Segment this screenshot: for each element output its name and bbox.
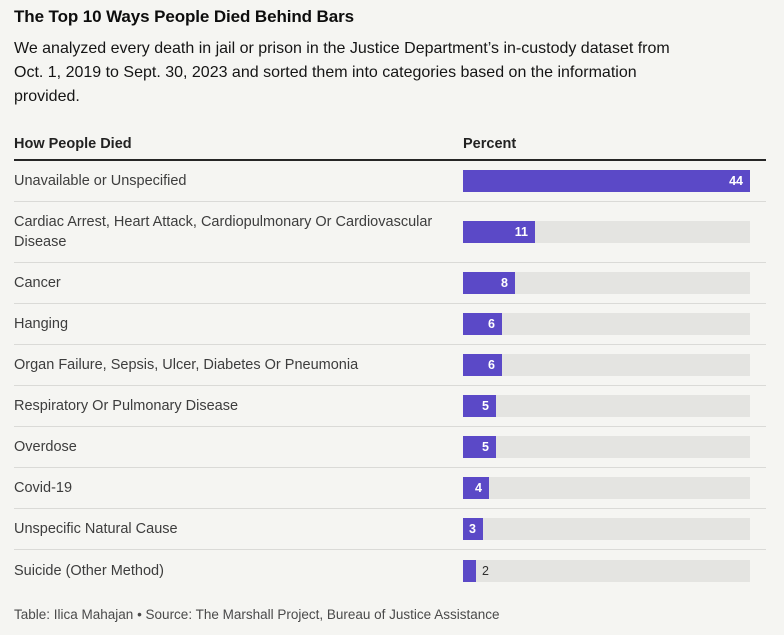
subtitle-line: provided. xyxy=(14,88,80,105)
bar-track: 5 xyxy=(463,436,750,458)
category-label: Unspecific Natural Cause xyxy=(14,521,178,537)
category-label: Covid-19 xyxy=(14,480,73,496)
bar-cell: 5 xyxy=(463,436,766,458)
bar-value-label: 44 xyxy=(729,174,743,188)
subtitle-line: We analyzed every death in jail or priso… xyxy=(14,40,670,57)
category-label: Respiratory Or Pulmonary Disease xyxy=(14,398,239,414)
bar-cell: 5 xyxy=(463,395,766,417)
bar-track: 44 xyxy=(463,170,750,192)
category-label: Unavailable or Unspecified xyxy=(14,173,187,189)
bar-cell: 44 xyxy=(463,170,766,192)
category-label: Hanging xyxy=(14,316,69,332)
bar-value-label: 2 xyxy=(482,563,489,578)
table-header-row: How People Died Percent xyxy=(14,136,766,161)
bar-fill: 6 xyxy=(463,354,502,376)
bar-fill: 8 xyxy=(463,272,515,294)
category-label: Organ Failure, Sepsis, Ulcer, Diabetes O… xyxy=(14,357,359,373)
bar-fill: 6 xyxy=(463,313,502,335)
category-label: Cardiac Arrest, Heart Attack, Cardiopulm… xyxy=(14,214,433,250)
bar-track: 11 xyxy=(463,221,750,243)
bar-value-label: 4 xyxy=(475,481,482,495)
bar-value-label: 3 xyxy=(469,522,476,536)
bar-track: 3 xyxy=(463,518,750,540)
bar-track: 5 xyxy=(463,395,750,417)
table-row: Hanging 6 xyxy=(14,304,766,345)
bar-fill xyxy=(463,559,476,582)
bar-cell: 3 xyxy=(463,518,766,540)
column-header-category: How People Died xyxy=(14,136,132,152)
bar-fill: 4 xyxy=(463,477,489,499)
bar-value-label: 5 xyxy=(482,399,489,413)
table-row: Unavailable or Unspecified 44 xyxy=(14,161,766,202)
bar-cell: 4 xyxy=(463,477,766,499)
bar-cell: 11 xyxy=(463,221,766,243)
bar-cell: 6 xyxy=(463,354,766,376)
bar-cell: 6 xyxy=(463,313,766,335)
bar-track: 2 xyxy=(463,559,750,582)
category-label: Overdose xyxy=(14,439,77,455)
table-row: Overdose 5 xyxy=(14,427,766,468)
bar-value-label: 6 xyxy=(488,317,495,331)
bar-fill: 44 xyxy=(463,170,750,192)
category-label: Cancer xyxy=(14,275,61,291)
footer-credit: Table: Ilica Mahajan • Source: The Marsh… xyxy=(14,607,500,622)
table-row: Cancer 8 xyxy=(14,263,766,304)
bar-value-label: 5 xyxy=(482,440,489,454)
bar-cell: 2 xyxy=(463,559,766,582)
bar-fill: 5 xyxy=(463,395,496,417)
bar-cell: 8 xyxy=(463,272,766,294)
table-row: Unspecific Natural Cause 3 xyxy=(14,509,766,550)
table-row: Organ Failure, Sepsis, Ulcer, Diabetes O… xyxy=(14,345,766,386)
column-header-percent: Percent xyxy=(463,136,517,152)
chart-subtitle: We analyzed every death in jail or priso… xyxy=(14,37,766,109)
subtitle-line: Oct. 1, 2019 to Sept. 30, 2023 and sorte… xyxy=(14,64,637,81)
table-row: Suicide (Other Method) 2 xyxy=(14,550,766,591)
table-row: Covid-19 4 xyxy=(14,468,766,509)
table-row: Cardiac Arrest, Heart Attack, Cardiopulm… xyxy=(14,202,766,263)
bar-fill: 5 xyxy=(463,436,496,458)
bar-fill: 3 xyxy=(463,518,483,540)
bar-value-label: 6 xyxy=(488,358,495,372)
bar-track: 8 xyxy=(463,272,750,294)
bar-value-label: 8 xyxy=(501,276,508,290)
bar-fill: 11 xyxy=(463,221,535,243)
bar-track: 6 xyxy=(463,313,750,335)
category-label: Suicide (Other Method) xyxy=(14,562,164,579)
table-body: Unavailable or Unspecified 44 Cardiac Arre… xyxy=(14,161,766,591)
bar-value-label: 11 xyxy=(514,225,528,239)
bar-track: 6 xyxy=(463,354,750,376)
chart-title: The Top 10 Ways People Died Behind Bars xyxy=(14,7,354,26)
bar-track: 4 xyxy=(463,477,750,499)
table-row: Respiratory Or Pulmonary Disease 5 xyxy=(14,386,766,427)
